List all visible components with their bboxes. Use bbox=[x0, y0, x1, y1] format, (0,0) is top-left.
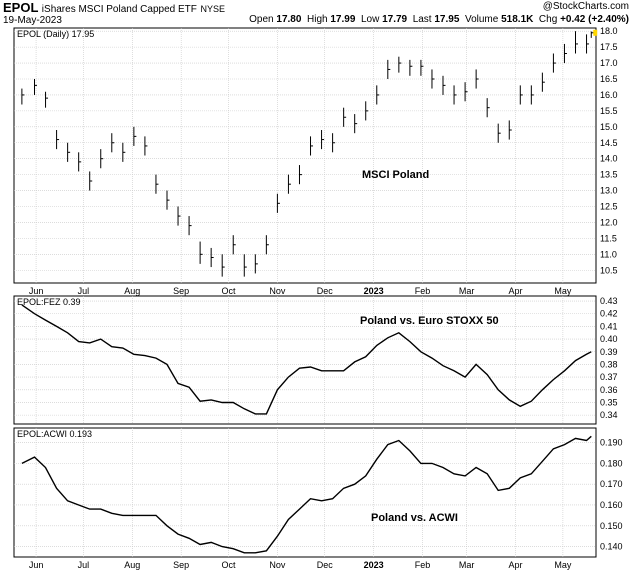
y-tick-label: 0.140 bbox=[600, 542, 623, 552]
legend-label: EPOL:ACWI 0.193 bbox=[17, 429, 92, 439]
x-tick-label: 2023 bbox=[364, 286, 384, 296]
annotation-vs-acwi: Poland vs. ACWI bbox=[371, 512, 458, 524]
y-tick-label: 12.0 bbox=[600, 217, 618, 227]
x-tick-label: Nov bbox=[269, 286, 286, 296]
y-tick-label: 17.5 bbox=[600, 42, 618, 52]
x-tick-label: Sep bbox=[173, 560, 189, 570]
x-tick-label: Nov bbox=[269, 560, 286, 570]
x-tick-label: Jun bbox=[29, 560, 44, 570]
x-tick-label: Mar bbox=[459, 286, 475, 296]
y-tick-label: 15.5 bbox=[600, 106, 618, 116]
x-tick-label: Apr bbox=[509, 560, 523, 570]
y-tick-label: 0.34 bbox=[600, 410, 618, 420]
x-tick-label: Feb bbox=[415, 560, 431, 570]
y-tick-label: 13.0 bbox=[600, 186, 618, 196]
low-value: 17.79 bbox=[382, 14, 408, 25]
last-value: 17.95 bbox=[434, 14, 460, 25]
ticker-symbol: EPOL bbox=[3, 0, 39, 15]
y-tick-label: 0.39 bbox=[600, 347, 618, 357]
y-tick-label: 0.42 bbox=[600, 309, 618, 319]
x-tick-label: 2023 bbox=[364, 560, 384, 570]
x-tick-label: Dec bbox=[317, 286, 334, 296]
exchange-label: NYSE bbox=[200, 4, 226, 14]
x-tick-label: Jul bbox=[78, 560, 90, 570]
y-tick-label: 0.36 bbox=[600, 385, 618, 395]
high-value: 17.99 bbox=[330, 14, 356, 25]
ratio-line bbox=[21, 435, 592, 554]
last-price-marker bbox=[593, 29, 598, 36]
y-tick-label: 0.38 bbox=[600, 359, 618, 369]
fund-name: iShares MSCI Poland Capped ETF bbox=[41, 4, 197, 15]
x-tick-label: Apr bbox=[509, 286, 523, 296]
annotation-msci-poland: MSCI Poland bbox=[362, 169, 429, 181]
y-tick-label: 11.5 bbox=[600, 233, 617, 243]
y-tick-label: 0.170 bbox=[600, 479, 623, 489]
y-tick-label: 0.35 bbox=[600, 397, 618, 407]
y-tick-label: 16.0 bbox=[600, 90, 618, 100]
y-tick-label: 0.40 bbox=[600, 334, 618, 344]
y-tick-label: 10.5 bbox=[600, 265, 618, 275]
y-tick-label: 16.5 bbox=[600, 74, 618, 84]
y-tick-label: 11.0 bbox=[600, 249, 617, 259]
x-tick-label: Oct bbox=[221, 560, 236, 570]
y-tick-label: 0.160 bbox=[600, 500, 623, 510]
y-tick-label: 15.0 bbox=[600, 122, 618, 132]
stockcharts-credit: @StockCharts.com bbox=[542, 1, 629, 12]
y-tick-label: 0.180 bbox=[600, 458, 623, 468]
ticker-title: EPOL iShares MSCI Poland Capped ETF NYSE bbox=[3, 0, 225, 15]
chart-date: 19-May-2023 bbox=[3, 15, 62, 26]
low-label: Low bbox=[360, 14, 380, 25]
quote-summary: Open 17.80 High 17.99 Low 17.79 Last 17.… bbox=[249, 14, 629, 25]
y-tick-label: 14.0 bbox=[600, 154, 618, 164]
chart-header: EPOL iShares MSCI Poland Capped ETF NYSE… bbox=[0, 0, 639, 28]
y-tick-label: 0.37 bbox=[600, 372, 618, 382]
x-tick-label: Oct bbox=[221, 286, 236, 296]
y-tick-label: 0.190 bbox=[600, 438, 623, 448]
chg-label: Chg bbox=[538, 14, 558, 25]
open-label: Open bbox=[249, 14, 274, 25]
high-label: High bbox=[307, 14, 328, 25]
panel-frame bbox=[13, 427, 597, 558]
x-tick-label: Aug bbox=[124, 286, 140, 296]
x-tick-label: Sep bbox=[173, 286, 189, 296]
legend-label: EPOL:FEZ 0.39 bbox=[17, 297, 81, 307]
y-tick-label: 17.0 bbox=[600, 58, 618, 68]
x-tick-label: May bbox=[554, 286, 572, 296]
x-tick-label: Dec bbox=[317, 560, 334, 570]
panel-frame bbox=[13, 295, 597, 425]
annotation-vs-euro-stoxx: Poland vs. Euro STOXX 50 bbox=[360, 315, 499, 327]
x-tick-label: Jul bbox=[78, 286, 90, 296]
open-value: 17.80 bbox=[276, 14, 302, 25]
last-label: Last bbox=[412, 14, 432, 25]
panel-frame bbox=[13, 27, 597, 284]
y-tick-label: 13.5 bbox=[600, 170, 618, 180]
x-tick-label: Jun bbox=[29, 286, 44, 296]
y-tick-label: 18.0 bbox=[600, 26, 618, 36]
y-tick-label: 14.5 bbox=[600, 138, 618, 148]
ratio-line bbox=[21, 304, 592, 415]
x-tick-label: Aug bbox=[124, 560, 140, 570]
legend-label: EPOL (Daily) 17.95 bbox=[17, 29, 94, 39]
y-tick-label: 0.43 bbox=[600, 296, 618, 306]
y-tick-label: 0.150 bbox=[600, 521, 623, 531]
volume-value: 518.1K bbox=[501, 14, 534, 25]
x-tick-label: Feb bbox=[415, 286, 431, 296]
y-tick-label: 0.41 bbox=[600, 321, 618, 331]
x-tick-label: May bbox=[554, 560, 572, 570]
x-tick-label: Mar bbox=[459, 560, 475, 570]
y-tick-label: 12.5 bbox=[600, 202, 618, 212]
volume-label: Volume bbox=[464, 14, 499, 25]
chg-value: +0.42 (+2.40%) bbox=[560, 14, 629, 25]
